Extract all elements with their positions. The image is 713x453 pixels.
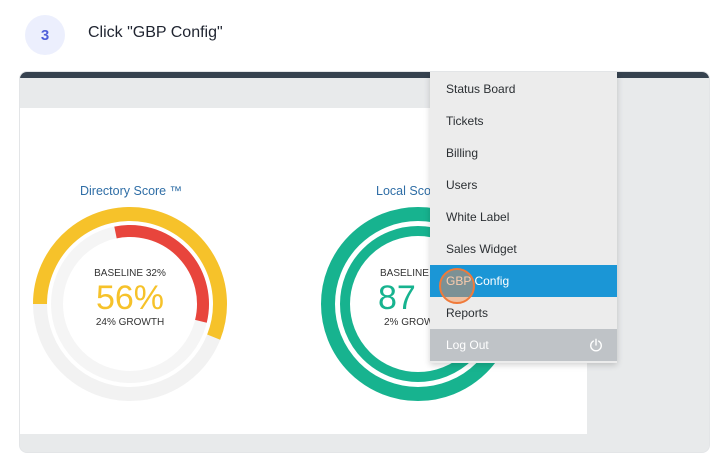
panel-bottom-strip — [20, 434, 587, 452]
menu-item-billing[interactable]: Billing — [446, 146, 479, 160]
app-top-bar — [20, 72, 709, 78]
menu-item-white-label[interactable]: White Label — [446, 210, 510, 224]
directory-baseline-arc — [114, 225, 209, 323]
step-instruction: Click "GBP Config" — [88, 24, 223, 41]
menu-item-status-board[interactable]: Status Board — [446, 82, 516, 96]
menu-item-log-out[interactable]: Log Out — [430, 329, 617, 361]
directory-score-center: BASELINE 32% 56% 24% GROWTH — [80, 268, 180, 328]
local-score-center: BASELINE 87 2% GROW — [370, 268, 450, 328]
directory-score-donut — [33, 207, 227, 401]
menu-item-reports[interactable]: Reports — [446, 306, 489, 320]
directory-score-arc — [33, 207, 227, 340]
menu-item-sales-widget[interactable]: Sales Widget — [446, 242, 517, 256]
local-baseline-label: BASELINE — [380, 268, 429, 279]
local-score-title: Local Sco — [376, 184, 431, 198]
directory-score-title: Directory Score ™ — [80, 184, 183, 198]
power-icon — [590, 338, 602, 352]
directory-baseline-label: BASELINE 32% — [94, 268, 166, 279]
local-growth-label: 2% GROW — [384, 317, 434, 328]
account-dropdown-menu: Status Board Tickets Billing Users White… — [430, 72, 617, 363]
screenshot-frame: Directory Score ™ BASELINE 32% 56% 24% G… — [19, 71, 710, 453]
menu-item-users[interactable]: Users — [446, 178, 478, 192]
menu-item-tickets[interactable]: Tickets — [446, 114, 484, 128]
directory-growth-label: 24% GROWTH — [95, 317, 165, 328]
click-highlight-marker — [439, 268, 475, 304]
log-out-label: Log Out — [446, 338, 489, 352]
local-score-value: 87 — [378, 279, 416, 317]
directory-score-value: 56% — [95, 279, 165, 317]
step-number-badge: 3 — [25, 15, 65, 55]
